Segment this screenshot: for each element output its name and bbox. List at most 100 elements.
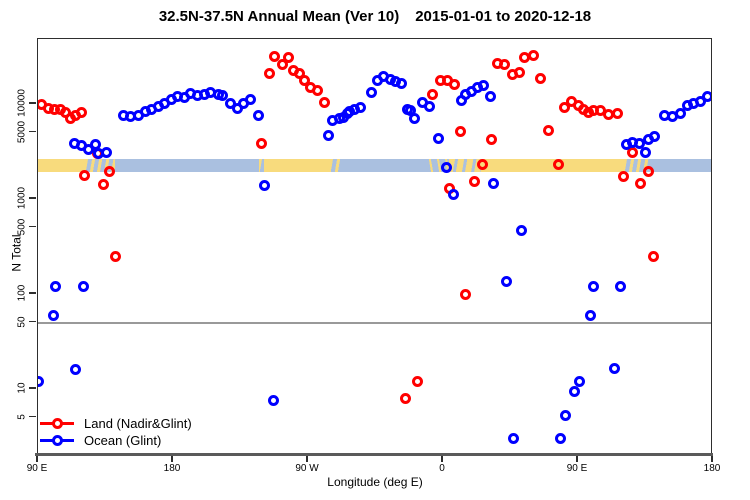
data-point-ocean [47,309,59,321]
legend-row: Land (Nadir&Glint) [40,415,192,432]
data-point-ocean [488,177,500,189]
data-point-land [79,170,91,182]
data-point-land [558,102,570,114]
chart-title-range: 32.5N-37.5N Annual Mean (Ver 10) [158,8,400,25]
legend-label: Ocean (Glint) [84,433,162,448]
y-tick-label: 100 [16,284,28,302]
data-point-ocean [258,179,270,191]
plot-area: Land (Nadir&Glint) Ocean (Glint) [37,38,712,455]
data-point-ocean [478,80,490,92]
x-axis-spine [35,452,713,456]
data-point-land [498,59,510,71]
y-tick [29,102,36,104]
data-point-ocean [640,146,652,158]
data-point-land [460,288,472,300]
data-point-ocean [100,146,112,158]
land-ocean-band-segment-land [38,159,85,173]
y-tick-label: 5 [16,413,28,420]
y-tick [29,130,36,133]
data-point-ocean [424,101,435,113]
reference-line-50 [38,321,711,324]
data-point-land [269,50,281,62]
data-point-land [647,250,659,262]
x-tick-label: 90 E [566,463,588,474]
data-point-ocean [49,280,61,292]
data-point-ocean [432,132,444,144]
data-point-ocean [70,364,81,376]
y-tick [29,387,36,389]
data-point-land [611,107,623,119]
x-tick-label: 0 [439,463,445,474]
data-point-land [311,84,323,96]
data-point-land [486,133,498,145]
data-point-ocean [694,96,706,108]
x-tick [576,455,578,462]
data-point-land [513,67,525,79]
data-point-land [528,49,540,61]
y-tick-label: 5000 [16,120,28,143]
data-point-ocean [366,87,378,99]
x-tick-label: 180 [163,463,181,474]
data-point-ocean [253,109,265,121]
data-point-land [476,159,488,171]
data-point-ocean [322,129,334,141]
legend-marker [40,435,74,446]
land-ocean-band-segment-mix [330,159,342,173]
data-point-land [627,147,639,159]
x-tick-label: 90 E [26,463,48,474]
data-point-ocean [569,385,581,397]
legend-ring-icon [51,435,63,446]
data-point-land [618,170,630,182]
x-tick-label: 180 [703,463,721,474]
y-tick-label: 500 [16,218,28,235]
x-tick [306,455,308,462]
data-point-ocean [83,144,95,156]
land-ocean-band-segment-ocean [115,159,259,173]
data-point-ocean [649,131,660,143]
data-point-land [399,392,411,404]
data-point-ocean [507,433,519,445]
data-point-land [553,159,564,171]
data-point-ocean [38,375,44,387]
data-point-land [634,177,646,189]
land-ocean-band-segment-land [481,159,624,173]
land-ocean-band-segment-mix-land [449,159,481,173]
data-point-land [98,178,110,190]
legend-ring-icon [51,418,63,429]
legend-marker [40,418,74,429]
data-point-land [543,125,555,137]
data-point-ocean [244,93,256,105]
data-point-ocean [355,102,367,114]
data-point-land [299,75,311,87]
data-point-land [75,107,87,119]
data-point-land [104,165,116,177]
data-point-ocean [608,362,620,374]
data-point-ocean [587,280,599,292]
y-tick-label: 1000 [16,186,28,210]
data-point-land [412,375,424,387]
land-ocean-band-segment-ocean [342,159,425,173]
data-point-land [276,59,288,71]
data-point-ocean [484,91,496,103]
data-point-ocean [217,90,229,102]
x-tick [711,455,713,462]
data-point-ocean [574,375,586,387]
data-point-ocean [408,112,420,124]
data-point-land [469,176,481,188]
data-point-ocean [615,280,627,292]
data-point-ocean [440,162,452,174]
y-tick [29,225,36,228]
x-tick [171,455,173,462]
data-point-land [263,67,275,79]
data-point-land [427,88,439,100]
legend: Land (Nadir&Glint) Ocean (Glint) [40,415,192,449]
data-point-ocean [515,225,527,237]
y-tick-label: 10000 [16,89,28,117]
y-axis-title: N Total [9,234,24,272]
legend-row: Ocean (Glint) [40,432,192,449]
x-tick-label: 90 W [295,463,319,474]
legend-label: Land (Nadir&Glint) [84,416,192,431]
data-point-ocean [555,433,567,445]
data-point-land [282,51,294,63]
